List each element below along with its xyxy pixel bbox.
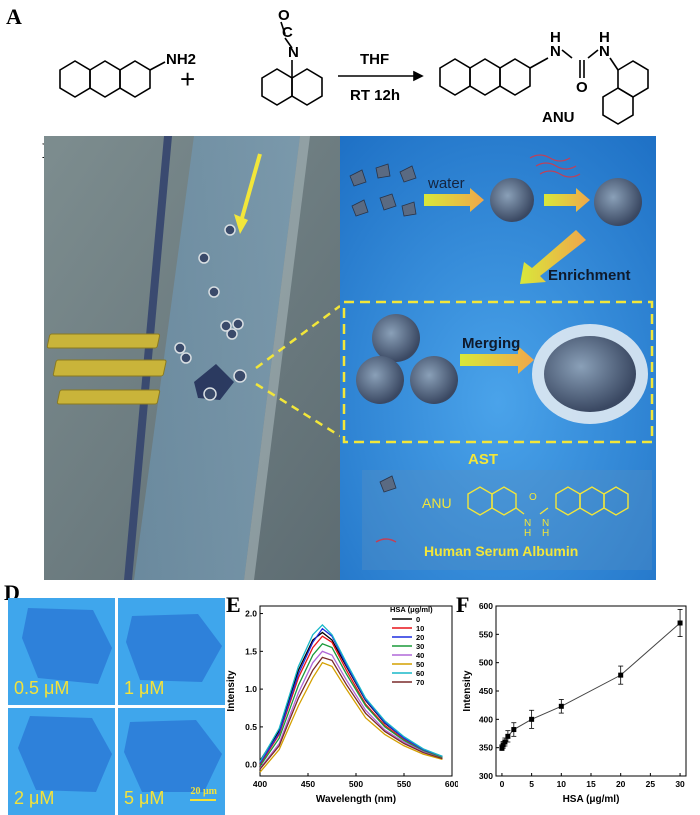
product-n2-text: N bbox=[599, 43, 610, 60]
series-line-30 bbox=[259, 643, 443, 767]
data-point bbox=[499, 745, 505, 751]
spectra-chart: 400 450 500 550 6000.00.51.01.52.0Wavelength… bbox=[226, 605, 458, 805]
x-tick-label: 500 bbox=[349, 779, 363, 789]
micrograph-label: 2 μM bbox=[14, 788, 55, 808]
x-axis-label: Wavelength (nm) bbox=[316, 794, 396, 805]
y-tick-label: 500 bbox=[479, 658, 493, 668]
legend-label: 20 bbox=[416, 633, 424, 642]
micrograph-5uM: 5 μM 20 μm bbox=[118, 708, 225, 815]
legend-label: 60 bbox=[416, 669, 424, 678]
x-tick-label: 400 bbox=[253, 779, 267, 789]
product-h1-text: H bbox=[550, 29, 561, 46]
legend-label: 40 bbox=[416, 651, 424, 660]
panel-letter-a: A bbox=[6, 4, 22, 29]
y-tick-label: 2.0 bbox=[245, 609, 257, 619]
micrograph-label: 5 μM bbox=[124, 788, 165, 808]
plus-sign: + bbox=[180, 64, 195, 94]
y-tick-label: 350 bbox=[479, 743, 493, 753]
micrograph-0-5uM: 0.5 μM bbox=[8, 598, 115, 705]
data-point bbox=[511, 727, 517, 733]
y-axis-label: Intensity bbox=[462, 670, 473, 712]
micrograph-1uM: 1 μM bbox=[118, 598, 225, 705]
data-point bbox=[618, 672, 624, 678]
panel-letter-f: F bbox=[456, 592, 470, 617]
enrichment-label: Enrichment bbox=[548, 267, 631, 284]
x-tick-label: 15 bbox=[586, 779, 596, 789]
water-label: water bbox=[427, 175, 465, 192]
legend-hsa-label: Human Serum Albumin bbox=[424, 543, 578, 559]
x-tick-label: 450 bbox=[301, 779, 315, 789]
legend-o-text: O bbox=[529, 492, 537, 503]
product-h2-text: H bbox=[599, 29, 610, 46]
y-tick-label: 0.5 bbox=[245, 722, 257, 732]
series-line-20 bbox=[259, 627, 443, 764]
y-tick-label: 1.5 bbox=[245, 646, 257, 656]
series-line-60 bbox=[259, 623, 443, 762]
legend-h1-text: H bbox=[524, 528, 531, 539]
product-o-text: O bbox=[576, 79, 588, 96]
x-tick-label: 5 bbox=[529, 779, 534, 789]
reaction-scheme: NH2 O C N N H N H O ANU + THF RT 12h bbox=[59, 7, 649, 126]
ast-label: AST bbox=[468, 451, 498, 468]
y-tick-label: 1.0 bbox=[245, 684, 257, 694]
legend-label: 50 bbox=[416, 660, 424, 669]
series-line-50 bbox=[259, 661, 443, 773]
amine-group-text: NH2 bbox=[166, 51, 196, 68]
y-tick-label: 550 bbox=[479, 629, 493, 639]
panel-letter-e: E bbox=[226, 592, 241, 617]
y-tick-label: 300 bbox=[479, 771, 493, 781]
x-tick-label: 0 bbox=[500, 779, 505, 789]
legend-label: 0 bbox=[416, 615, 420, 624]
y-tick-label: 0.0 bbox=[245, 760, 257, 770]
x-tick-label: 600 bbox=[445, 779, 458, 789]
data-point bbox=[558, 703, 564, 709]
trend-line bbox=[501, 622, 681, 748]
micrograph-label: 0.5 μM bbox=[14, 678, 70, 698]
micrograph-2uM: 2 μM bbox=[8, 708, 115, 815]
x-tick-label: 25 bbox=[646, 779, 656, 789]
product-name-text: ANU bbox=[542, 109, 575, 126]
data-point bbox=[529, 716, 535, 722]
y-axis-label: Intensity bbox=[226, 670, 237, 712]
reagent-top-text: THF bbox=[360, 51, 389, 68]
scale-bar-label: 20 μm bbox=[190, 786, 218, 797]
micrograph-label: 1 μM bbox=[124, 678, 165, 698]
series-line-40 bbox=[259, 650, 443, 769]
merging-label: Merging bbox=[462, 335, 520, 352]
series-line-70 bbox=[259, 656, 443, 770]
x-tick-label: 550 bbox=[397, 779, 411, 789]
legend-n2-text: N bbox=[542, 518, 549, 529]
legend-label: 30 bbox=[416, 642, 424, 651]
legend-label: 70 bbox=[416, 678, 424, 687]
data-point bbox=[505, 733, 511, 739]
y-tick-label: 600 bbox=[479, 601, 493, 611]
isocyanate-c-text: C bbox=[282, 24, 293, 41]
legend-title: HSA (μg/ml) bbox=[390, 605, 433, 614]
isocyanate-o-text: O bbox=[278, 7, 290, 24]
y-tick-label: 450 bbox=[479, 686, 493, 696]
x-tick-label: 30 bbox=[675, 779, 685, 789]
device-illustration bbox=[44, 136, 340, 580]
legend-n1-text: N bbox=[524, 518, 531, 529]
x-tick-label: 10 bbox=[557, 779, 567, 789]
legend-label: 10 bbox=[416, 624, 424, 633]
isocyanate-n-text: N bbox=[288, 44, 299, 61]
y-tick-label: 400 bbox=[479, 714, 493, 724]
x-tick-label: 20 bbox=[616, 779, 626, 789]
legend-anu-label: ANU bbox=[422, 495, 452, 511]
reagent-bottom-text: RT 12h bbox=[350, 87, 400, 104]
x-axis-label: HSA (μg/ml) bbox=[563, 794, 620, 805]
assembly-schematic: N H N H O water Enrichment Merging AST A… bbox=[340, 136, 656, 580]
data-point bbox=[502, 739, 508, 745]
calibration-chart: 0 5 10 15 20 25 30 300 350 400 450 500 550 600 HSA (μg… bbox=[462, 601, 687, 805]
product-n1-text: N bbox=[550, 43, 561, 60]
data-point bbox=[500, 742, 506, 748]
legend-h2-text: H bbox=[542, 528, 549, 539]
data-point bbox=[677, 620, 683, 626]
